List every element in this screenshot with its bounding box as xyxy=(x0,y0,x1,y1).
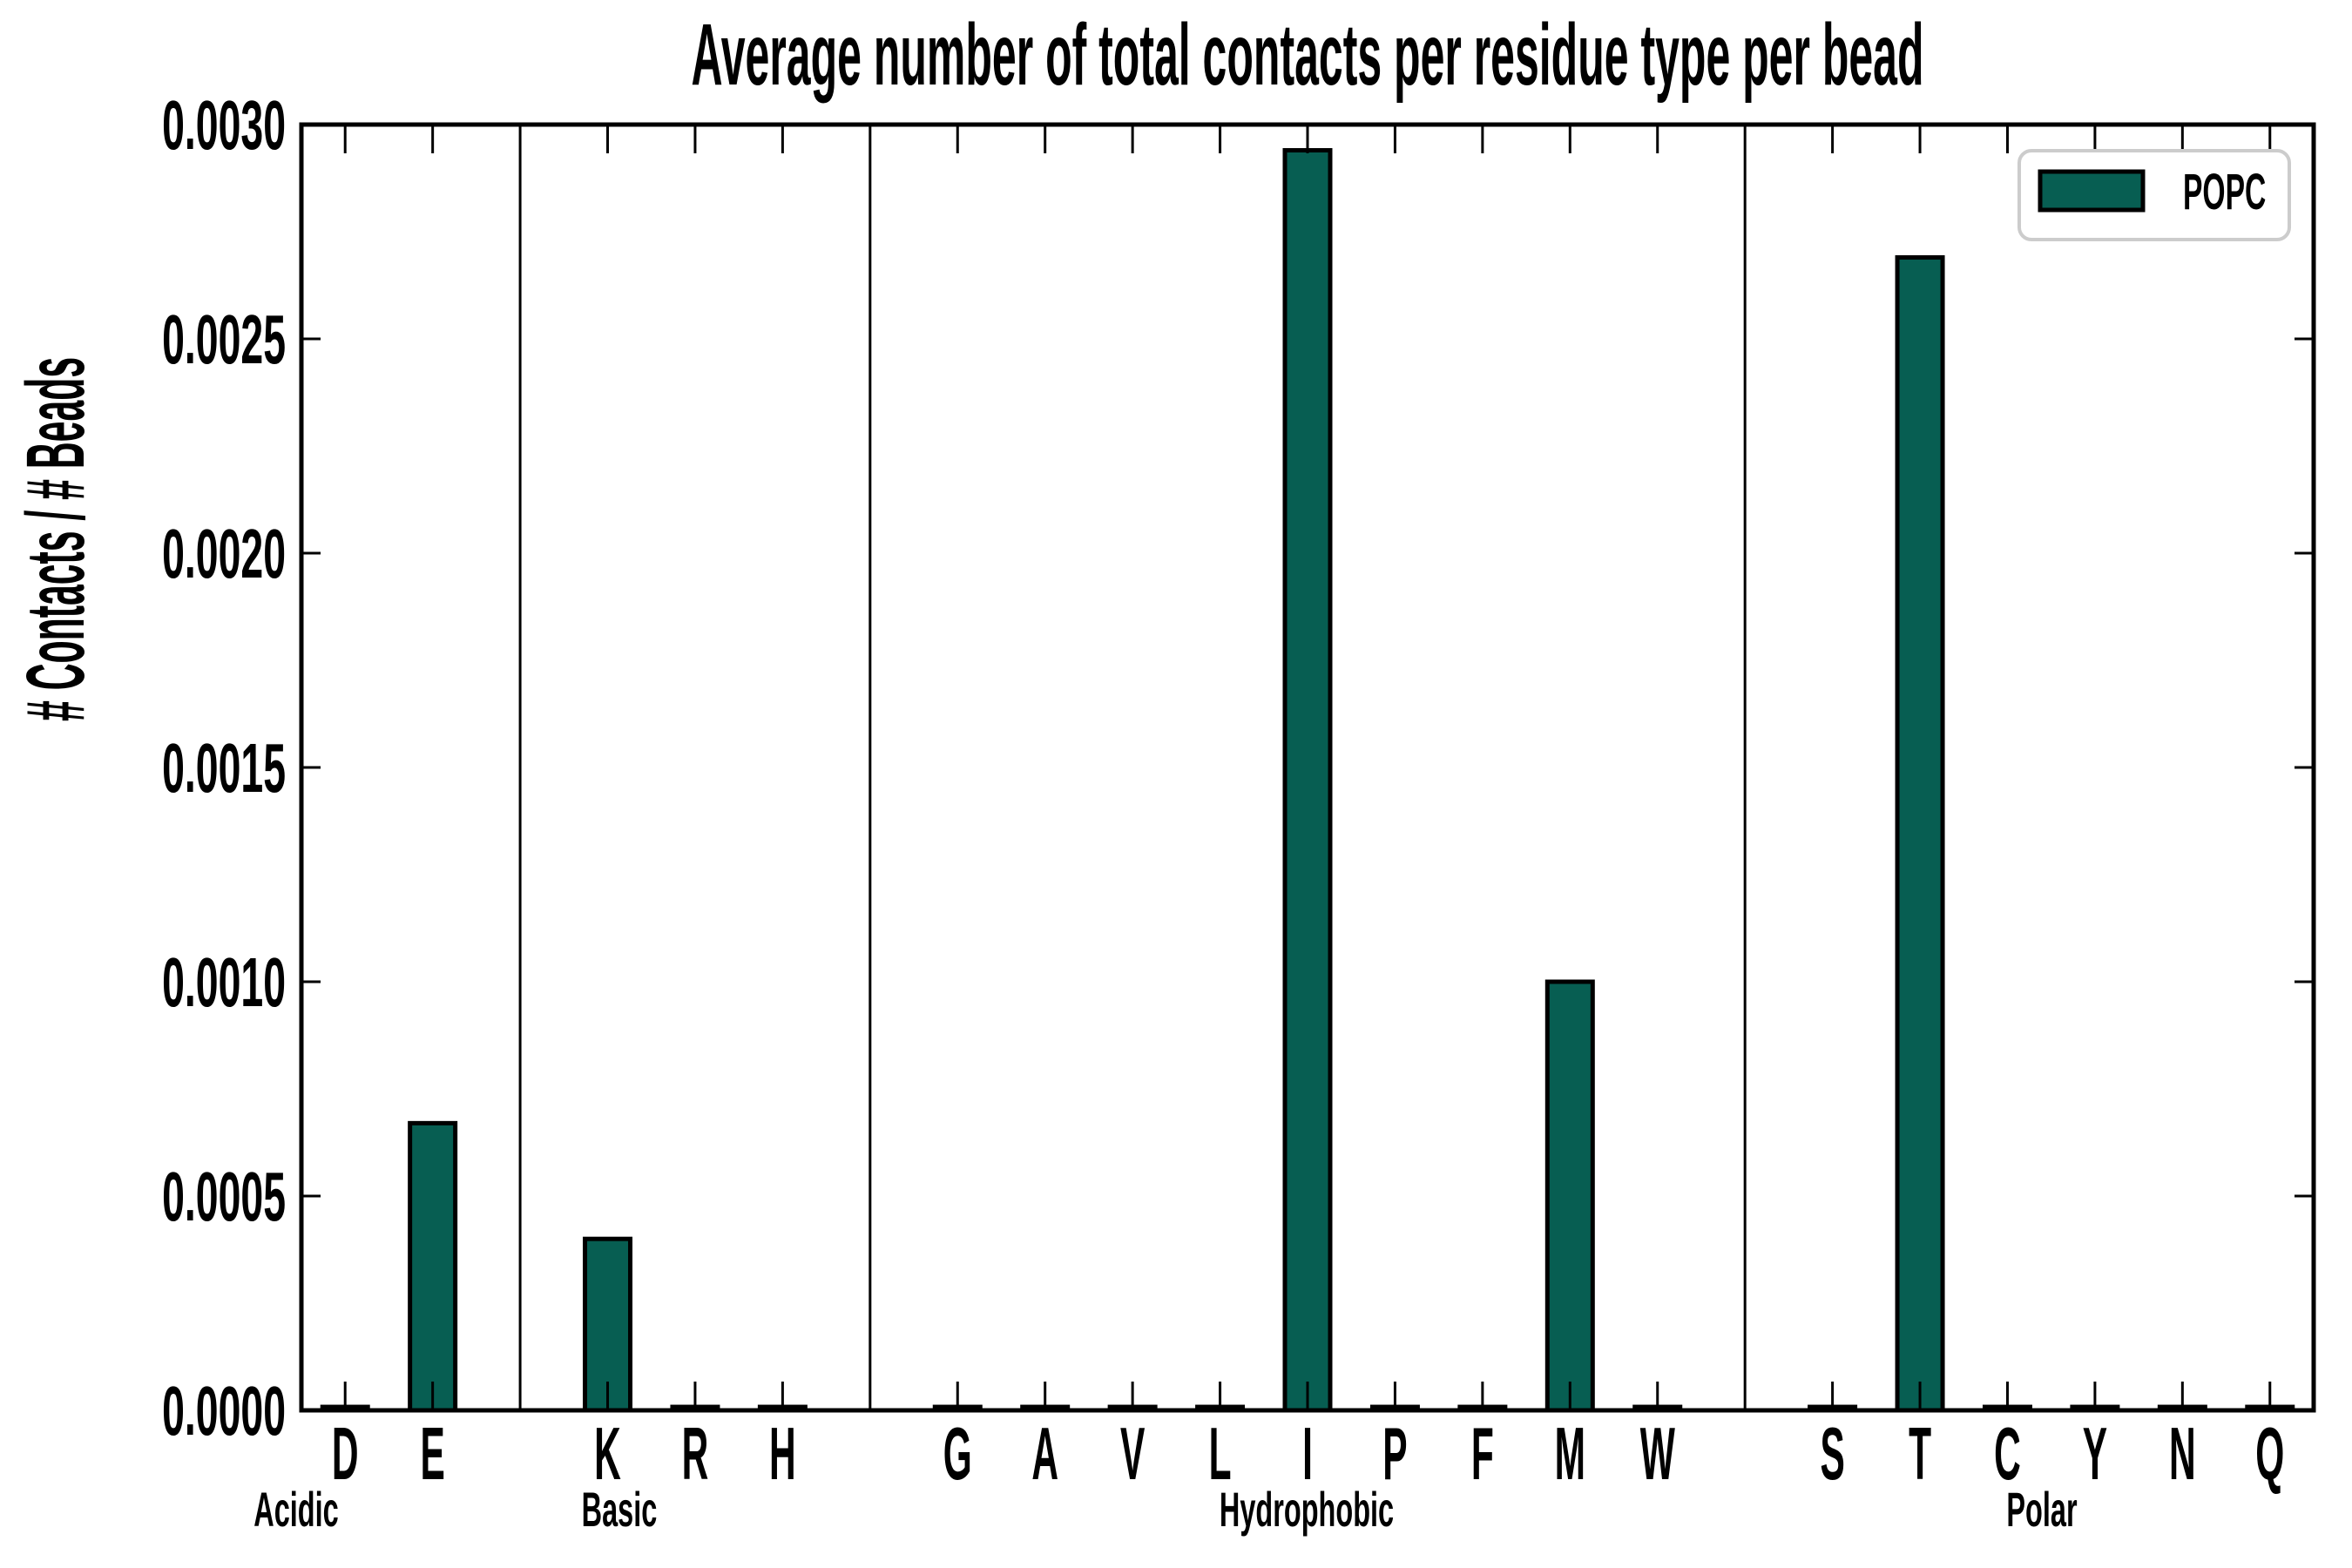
xtick-label-Y: Y xyxy=(2083,1413,2107,1496)
ytick-label-4-text: 0.0020 xyxy=(162,515,286,592)
plot-border xyxy=(299,122,2316,1413)
ytick-label-2-text: 0.0010 xyxy=(162,943,286,1021)
xtick-label-P-text: P xyxy=(1382,1413,1407,1496)
xtick-label-Y-text: Y xyxy=(2083,1413,2107,1496)
group-label-polar-text: Polar xyxy=(2006,1483,2077,1537)
bar-I xyxy=(1282,148,1333,1413)
y-axis-label-text: # Contacts / # Beads xyxy=(9,357,102,721)
xtick-label-W-text: W xyxy=(1640,1413,1675,1496)
xtick-label-H: H xyxy=(769,1413,796,1496)
xtick-label-G-text: G xyxy=(943,1413,972,1496)
group-label-basic: Basic xyxy=(582,1483,658,1537)
bar-M xyxy=(1544,979,1595,1413)
xtick-label-E: E xyxy=(420,1413,444,1496)
group-label-polar: Polar xyxy=(2006,1483,2077,1537)
ytick-label-5-text: 0.0025 xyxy=(162,301,286,378)
xtick-label-V-text: V xyxy=(1120,1413,1145,1496)
xtick-label-Q-text: Q xyxy=(2255,1413,2284,1496)
xtick-label-S: S xyxy=(1820,1413,1844,1496)
legend-label-popc-text: POPC xyxy=(2183,165,2266,221)
xtick-label-K: K xyxy=(594,1413,621,1496)
bar-K xyxy=(583,1236,633,1413)
xtick-label-R: R xyxy=(682,1413,709,1496)
xtick-label-H-text: H xyxy=(769,1413,796,1496)
xtick-label-C: C xyxy=(1994,1413,2021,1496)
xtick-label-M-text: M xyxy=(1555,1413,1585,1496)
group-label-basic-text: Basic xyxy=(582,1483,658,1537)
xtick-label-E-text: E xyxy=(420,1413,444,1496)
xtick-label-L: L xyxy=(1209,1413,1232,1496)
ytick-label-6: 0.0030 xyxy=(162,86,286,164)
legend-label-popc: POPC xyxy=(2183,165,2266,221)
group-label-acidic: Acidic xyxy=(253,1483,338,1537)
xtick-label-I: I xyxy=(1302,1413,1313,1496)
ytick-label-4: 0.0020 xyxy=(162,515,286,592)
xtick-label-N-text: N xyxy=(2169,1413,2196,1496)
xtick-label-V: V xyxy=(1120,1413,1145,1496)
y-axis-label: # Contacts / # Beads xyxy=(9,357,102,721)
chart-title: Average number of total contacts per res… xyxy=(691,5,1923,104)
xtick-label-T: T xyxy=(1909,1413,1931,1496)
xtick-label-T-text: T xyxy=(1909,1413,1931,1496)
xtick-label-F-text: F xyxy=(1471,1413,1494,1496)
ytick-label-3: 0.0015 xyxy=(162,729,286,807)
chart-title-text: Average number of total contacts per res… xyxy=(691,5,1923,104)
xtick-label-Q: Q xyxy=(2255,1413,2284,1496)
xtick-label-C-text: C xyxy=(1994,1413,2021,1496)
xtick-label-W: W xyxy=(1640,1413,1675,1496)
xtick-label-G: G xyxy=(943,1413,972,1496)
ytick-label-3-text: 0.0015 xyxy=(162,729,286,807)
xtick-label-I-text: I xyxy=(1302,1413,1313,1496)
ytick-label-0: 0.0000 xyxy=(162,1372,286,1450)
xtick-label-R-text: R xyxy=(682,1413,709,1496)
legend-swatch-popc xyxy=(2038,169,2146,213)
xtick-label-L-text: L xyxy=(1209,1413,1232,1496)
xtick-label-D-text: D xyxy=(332,1413,359,1496)
group-label-hydrophobic: Hydrophobic xyxy=(1220,1483,1394,1537)
group-label-acidic-text: Acidic xyxy=(253,1483,338,1537)
xtick-label-D: D xyxy=(332,1413,359,1496)
xtick-label-F: F xyxy=(1471,1413,1494,1496)
xtick-label-S-text: S xyxy=(1820,1413,1844,1496)
xtick-label-K-text: K xyxy=(594,1413,621,1496)
ytick-label-0-text: 0.0000 xyxy=(162,1372,286,1450)
ytick-label-6-text: 0.0030 xyxy=(162,86,286,164)
xtick-label-A-text: A xyxy=(1031,1413,1058,1496)
xtick-label-P: P xyxy=(1382,1413,1407,1496)
ytick-label-1: 0.0005 xyxy=(162,1158,286,1235)
ytick-label-2: 0.0010 xyxy=(162,943,286,1021)
xtick-label-A: A xyxy=(1031,1413,1058,1496)
bar-T xyxy=(1895,255,1945,1413)
bar-E xyxy=(408,1120,458,1413)
ytick-label-1-text: 0.0005 xyxy=(162,1158,286,1235)
ytick-label-5: 0.0025 xyxy=(162,301,286,378)
group-label-hydrophobic-text: Hydrophobic xyxy=(1220,1483,1394,1537)
xtick-label-M: M xyxy=(1555,1413,1585,1496)
xtick-label-N: N xyxy=(2169,1413,2196,1496)
